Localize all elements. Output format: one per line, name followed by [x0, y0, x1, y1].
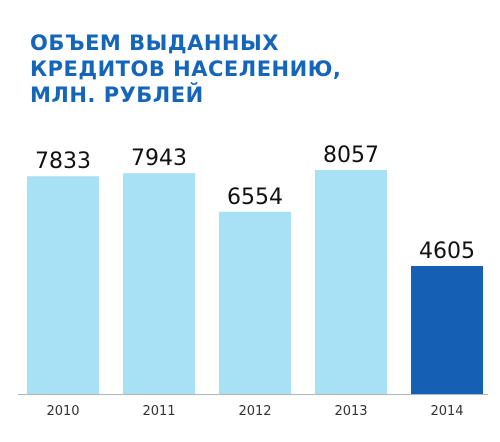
value-label-2010: 7833 [35, 149, 91, 174]
bar-2010 [27, 176, 99, 394]
chart-title-line-1: ОБЪЕМ ВЫДАННЫХ [30, 31, 279, 55]
value-label-2014: 4605 [419, 239, 475, 264]
x-tick-label-2011: 2011 [142, 404, 175, 419]
chart-title-line-3: МЛН. РУБЛЕЙ [30, 83, 204, 107]
bar-2011 [123, 173, 195, 394]
x-tick-label-2013: 2013 [334, 404, 367, 419]
value-label-2013: 8057 [323, 143, 379, 168]
chart-title-line-2: КРЕДИТОВ НАСЕЛЕНИЮ, [30, 57, 342, 81]
x-tick-label-2012: 2012 [238, 404, 271, 419]
x-tick-label-2010: 2010 [46, 404, 79, 419]
chart-title: ОБЪЕМ ВЫДАННЫХ КРЕДИТОВ НАСЕЛЕНИЮ, МЛН. … [30, 30, 341, 108]
value-label-2011: 7943 [131, 146, 187, 171]
bar-2012 [219, 211, 291, 394]
x-tick-label-2014: 2014 [430, 404, 463, 419]
bar-2014 [411, 265, 483, 394]
bar-2013 [315, 170, 387, 394]
value-label-2012: 6554 [227, 185, 283, 210]
